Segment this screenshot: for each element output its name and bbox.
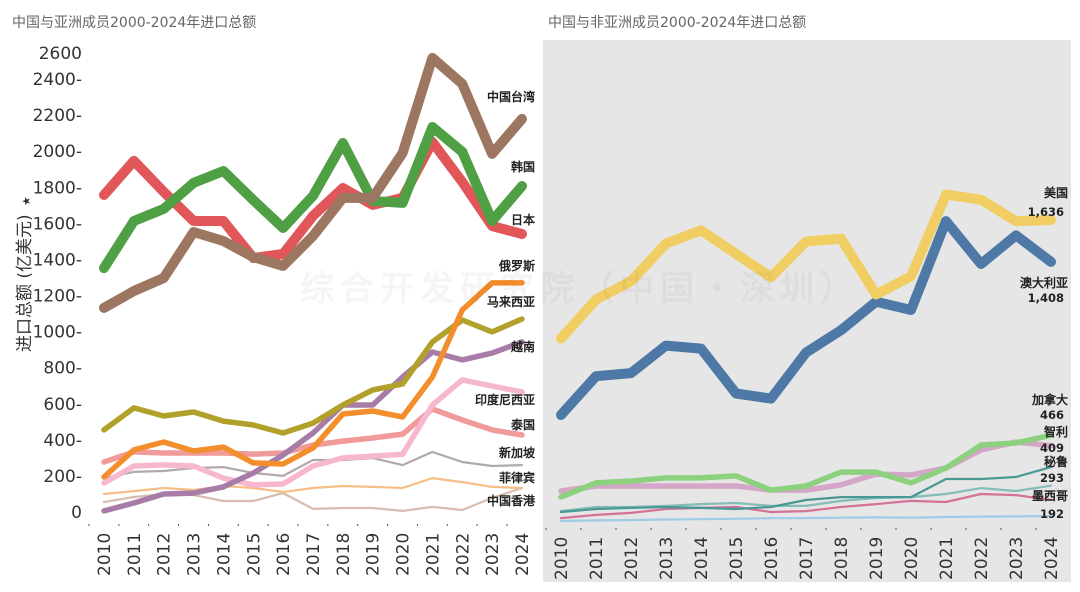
series-end-value: 192 (1040, 507, 1064, 521)
y-tick-label: 0 (71, 503, 82, 523)
series-label: 墨西哥 (1032, 489, 1068, 503)
series-line-加拿大 (558, 432, 1054, 500)
series-label: 俄罗斯 (498, 258, 535, 273)
series-label: 秘鲁 (1044, 454, 1068, 469)
y-tick-label: 1800- (33, 178, 82, 198)
series-label: 加拿大 (1031, 392, 1068, 407)
x-tick-label: 2024 (513, 533, 533, 576)
x-tick-label: 2017 (304, 533, 324, 576)
series-label: 泰国 (510, 417, 535, 432)
y-axis-label-marker: ★ (20, 196, 33, 206)
series-line-俄罗斯 (101, 280, 525, 480)
series-label: 马来西亚 (487, 294, 535, 309)
right-chart-title: 中国与非亚洲成员2000-2024年进口总额 (548, 15, 807, 31)
series-label: 澳大利亚 (1020, 275, 1068, 290)
series-label: 日本 (511, 212, 535, 227)
series-line-other (559, 492, 1053, 520)
x-tick-label: 2018 (334, 533, 354, 576)
series-label: 越南 (510, 339, 535, 354)
y-tick-label: 2000- (33, 142, 82, 162)
x-tick-label: 2021 (423, 533, 443, 576)
x-tick-label: 2020 (902, 537, 922, 580)
y-tick-label: 200- (43, 467, 82, 487)
left-chart-title: 中国与亚洲成员2000-2024年进口总额 (12, 15, 257, 31)
y-tick-label: 600- (43, 395, 82, 415)
y-axis-label: 进口总额 (亿美元) (15, 214, 35, 352)
y-tick-label: 800- (43, 359, 82, 379)
series-end-value: 293 (1040, 471, 1064, 485)
y-tick-label: 1200- (33, 287, 82, 307)
series-line-韩国 (99, 122, 527, 274)
series-line-中国台湾 (99, 52, 527, 313)
x-tick-label: 2023 (483, 533, 503, 576)
x-tick-label: 2015 (727, 537, 747, 580)
x-tick-label: 2012 (155, 533, 175, 576)
x-tick-label: 2018 (832, 537, 852, 580)
left-x-axis: 2010 2011 2012 2013 2014 2015 2016 2017 2018 2019… (88, 524, 533, 576)
series-line-越南 (101, 339, 525, 514)
series-line-智利 (558, 439, 1054, 494)
series-end-value: 466 (1040, 408, 1064, 422)
series-end-value: 1,636 (1028, 205, 1064, 219)
series-label: 中国台湾 (487, 89, 535, 104)
x-tick-label: 2010 (552, 537, 572, 580)
x-tick-label: 2014 (692, 537, 712, 580)
y-tick-label: 2200- (33, 106, 82, 126)
x-tick-label: 2019 (867, 537, 887, 580)
series-label: 中国香港 (487, 493, 536, 508)
series-label: 新加坡 (499, 445, 536, 460)
series-line-印度尼西亚 (101, 377, 525, 488)
y-tick-label: 1400- (33, 250, 82, 270)
series-line-马来西亚 (101, 316, 525, 436)
series-label: 智利 (1043, 424, 1068, 439)
series-end-value: 1,408 (1028, 291, 1064, 305)
series-line-秘鲁 (559, 466, 1053, 514)
watermark: 综合开发研究院（中国・深圳） (300, 269, 860, 309)
x-tick-label: 2021 (937, 537, 957, 580)
series-label: 菲律宾 (499, 470, 535, 485)
x-tick-label: 2023 (1007, 537, 1027, 580)
y-tick-label: 400- (43, 431, 82, 451)
x-tick-label: 2010 (95, 533, 115, 576)
x-tick-label: 2024 (1042, 537, 1062, 580)
y-tick-label: 1000- (33, 323, 82, 343)
x-tick-label: 2017 (797, 537, 817, 580)
series-end-value: 409 (1040, 441, 1064, 455)
y-tick-label: 2400- (33, 70, 82, 90)
x-tick-label: 2019 (364, 533, 384, 576)
series-line-other (559, 514, 1053, 523)
series-line-菲律宾 (102, 477, 524, 496)
right-series-lines (556, 189, 1056, 523)
series-label: 韩国 (511, 159, 535, 174)
x-tick-label: 2020 (394, 533, 414, 576)
series-line-澳大利亚 (556, 216, 1056, 420)
x-tick-label: 2022 (453, 533, 473, 576)
x-tick-label: 2013 (657, 537, 677, 580)
x-tick-label: 2015 (244, 533, 264, 576)
series-label: 印度尼西亚 (475, 392, 535, 407)
right-x-axis: 2010 2011 2012 2013 2014 2015 2016 2017 2018 2019… (545, 528, 1062, 580)
series-label: 美国 (1044, 185, 1068, 200)
x-tick-label: 2013 (185, 533, 205, 576)
y-tick-label: 1600- (33, 214, 82, 234)
series-line-新加坡 (102, 450, 524, 480)
series-line-美国 (556, 189, 1056, 344)
x-tick-label: 2016 (274, 533, 294, 576)
x-tick-label: 2016 (762, 537, 782, 580)
y-tick-label: 2600 (39, 44, 82, 64)
left-y-axis: 0 200- 400- 600- 800- 1000- 1200- 1400- 1600- 180… (33, 44, 82, 523)
x-tick-label: 2022 (972, 537, 992, 580)
left-series-lines (99, 52, 527, 514)
x-tick-label: 2011 (125, 533, 145, 576)
x-tick-label: 2014 (214, 533, 234, 576)
x-tick-label: 2011 (587, 537, 607, 580)
x-tick-label: 2012 (622, 537, 642, 580)
